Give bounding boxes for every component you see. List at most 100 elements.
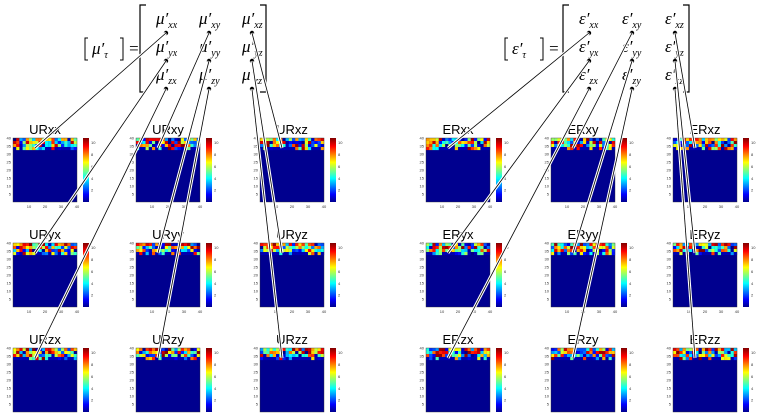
heatmap-cell <box>298 138 302 142</box>
y-tick-label: 15 <box>667 176 672 181</box>
heatmap-cell <box>454 147 459 151</box>
x-tick-label: 30 <box>719 309 724 314</box>
heatmap-cell <box>317 357 321 361</box>
y-tick-label: 10 <box>130 394 135 399</box>
y-tick-label: 40 <box>667 346 672 351</box>
heatmap-cell <box>54 147 58 151</box>
heatmap-cell <box>190 354 194 358</box>
heatmap-cell <box>605 147 609 151</box>
heatmap-cell <box>698 357 702 361</box>
heatmap-cell <box>51 348 55 352</box>
heatmap-cell <box>589 351 593 355</box>
heatmap-cell <box>592 243 596 247</box>
connector <box>674 88 696 359</box>
y-tick-label: 5 <box>422 297 425 302</box>
y-tick-label: 10 <box>7 184 12 189</box>
heatmap-cell <box>448 357 452 361</box>
heatmap-cell <box>579 351 584 355</box>
heatmap-cell <box>272 144 277 148</box>
heatmap-cell <box>187 243 191 247</box>
heatmap-cell <box>48 351 52 355</box>
heatmap-cell <box>592 354 596 358</box>
heatmap-cell <box>35 243 39 247</box>
heatmap-cell <box>260 354 264 358</box>
heatmap-cell <box>714 138 718 142</box>
heatmap-cell <box>573 138 577 142</box>
heatmap-cell <box>73 144 78 148</box>
heatmap-cell <box>285 249 289 253</box>
heatmap-cell <box>45 147 49 151</box>
heatmap-cell <box>554 351 558 355</box>
heatmap-cell <box>269 351 273 355</box>
heatmap-cell <box>480 348 484 352</box>
heatmap-cell <box>589 138 593 142</box>
heatmap-cell <box>727 144 731 148</box>
heatmap-cell <box>276 141 280 145</box>
y-tick-label: 15 <box>667 281 672 286</box>
math-symbol: ε′yy <box>622 37 642 59</box>
heatmap-cell <box>301 354 305 358</box>
heatmap-cell <box>19 141 23 145</box>
heatmap-cell <box>161 141 165 145</box>
bracket <box>504 37 508 61</box>
heatmap-cell <box>445 144 449 148</box>
heatmap-cell <box>25 252 30 256</box>
y-tick-label: 30 <box>420 362 425 367</box>
heatmap-cell <box>272 357 277 361</box>
heatmap-cell <box>435 141 439 145</box>
heatmap-cell <box>301 252 305 256</box>
heatmap-cell <box>611 243 616 247</box>
symbol: μ′ <box>241 65 255 84</box>
colorbar-tick-label: 2 <box>504 188 507 193</box>
y-tick-label: 5 <box>669 402 672 407</box>
heatmap-cell <box>276 249 280 253</box>
y-tick-label: 25 <box>420 265 425 270</box>
heatmap-cell <box>426 249 430 253</box>
heatmap-cell <box>554 252 558 256</box>
connector <box>251 88 283 359</box>
heatmap-cell <box>54 357 58 361</box>
y-tick-label: 5 <box>669 297 672 302</box>
y-tick-label: 35 <box>545 354 550 359</box>
heatmap-cell <box>429 141 433 145</box>
heatmap-cell <box>73 243 78 247</box>
heatmap-cell <box>458 243 462 247</box>
heatmap-cell <box>602 141 606 145</box>
heatmap-cell <box>32 147 36 151</box>
heatmap-cell <box>145 351 149 355</box>
heatmap-cell <box>288 252 293 256</box>
heatmap-cell <box>474 141 478 145</box>
heatmap-cell <box>19 348 23 352</box>
heatmap-cell <box>19 252 23 256</box>
heatmap-cell <box>51 138 55 142</box>
heatmap-cell <box>187 144 191 148</box>
heatmap-cell <box>563 144 568 148</box>
heatmap-cell <box>583 147 587 151</box>
colorbar-tick-label: 6 <box>214 374 217 379</box>
heatmap-cell <box>698 249 702 253</box>
heatmap-cell <box>714 144 718 148</box>
heatmap-cell <box>730 144 734 148</box>
heatmap-cell <box>592 357 596 361</box>
heatmap-cell <box>16 243 20 247</box>
symbol: ε′ <box>579 37 590 56</box>
heatmap-cell <box>608 252 612 256</box>
y-tick-label: 40 <box>545 346 550 351</box>
heatmap-cell <box>73 351 78 355</box>
heatmap-cell <box>554 354 558 358</box>
y-tick-label: 30 <box>420 257 425 262</box>
heatmap-cell <box>708 147 712 151</box>
heatmap-cell <box>477 249 481 253</box>
heatmap-cell <box>570 351 574 355</box>
heatmap-cell <box>292 246 296 250</box>
heatmap-cell <box>16 138 20 142</box>
heatmap-cell <box>698 348 702 352</box>
y-tick-label: 35 <box>254 354 259 359</box>
heatmap-cell <box>705 141 709 145</box>
heatmap-cell <box>180 147 185 151</box>
heatmap-cell <box>682 357 686 361</box>
heatmap-cell <box>301 357 305 361</box>
heatmap-cell <box>13 147 17 151</box>
heatmap-cell <box>38 249 42 253</box>
heatmap-cell <box>292 141 296 145</box>
